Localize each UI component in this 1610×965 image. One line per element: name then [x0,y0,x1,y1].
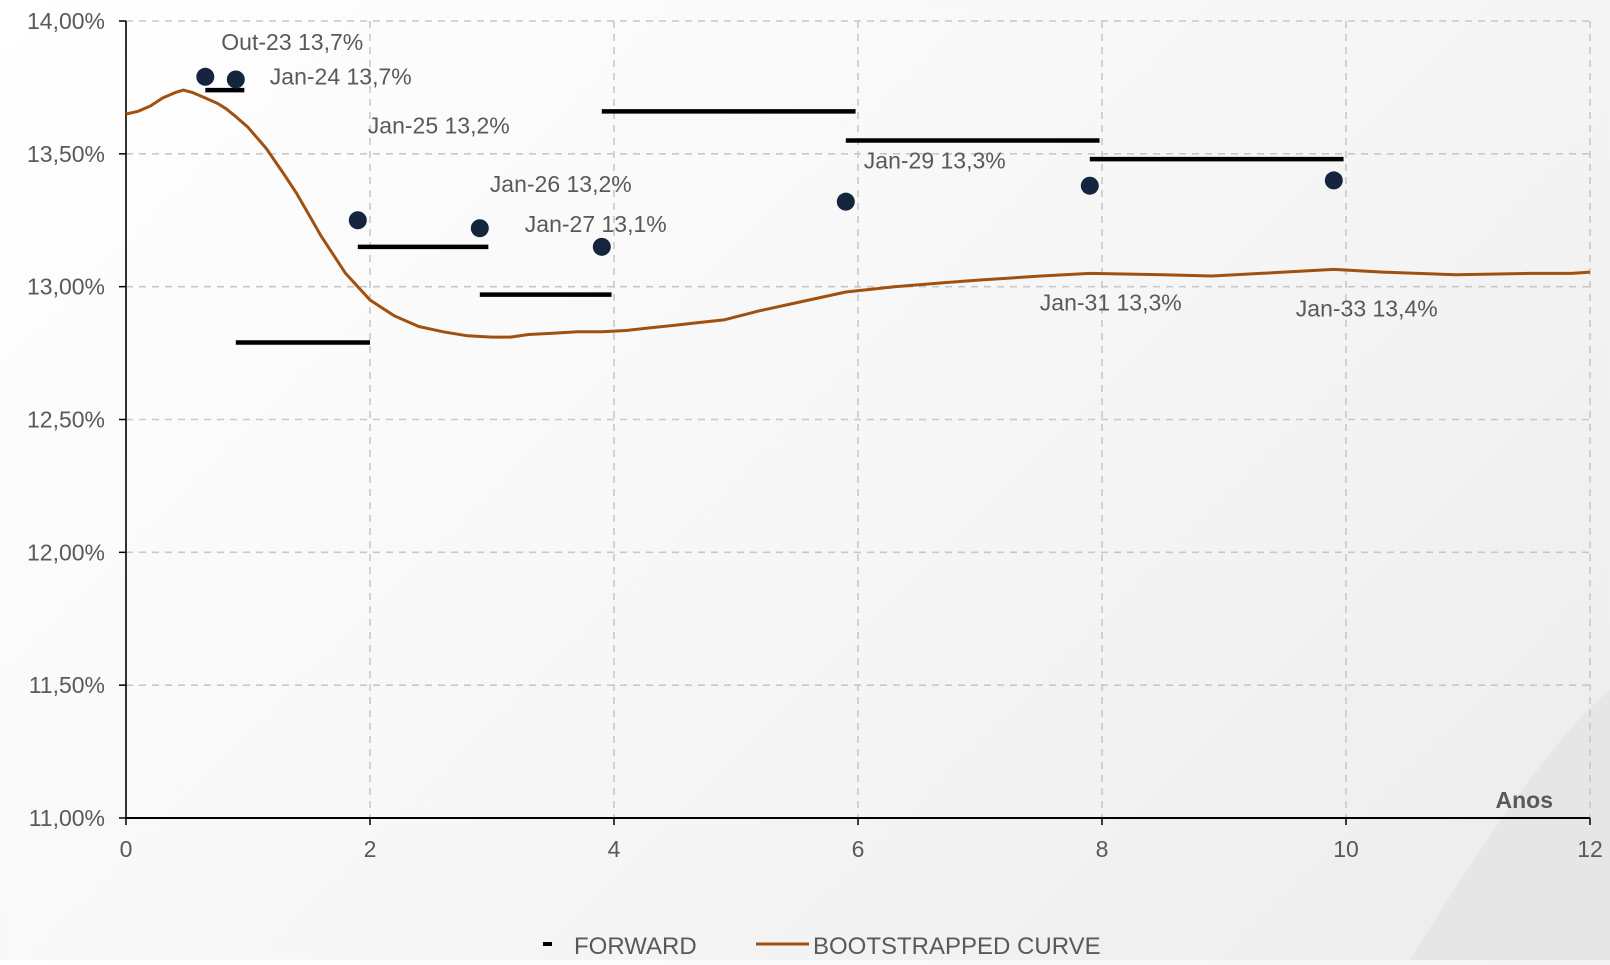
y-tick-label: 11,50% [29,672,105,698]
data-label: Out-23 13,7% [221,29,363,55]
y-tick-label: 12,00% [27,539,105,565]
data-point [226,70,245,89]
x-axis-label: Anos [1496,787,1554,813]
background-sheen [1410,690,1610,960]
data-point [470,219,489,238]
data-point [592,237,611,256]
y-tick-label: 14,00% [27,8,105,34]
x-tick-label: 8 [1096,836,1109,862]
x-tick-label: 0 [120,836,133,862]
x-tick-label: 4 [608,836,621,862]
y-tick-label: 12,50% [27,407,105,433]
y-tick-label: 11,00% [29,805,105,831]
data-label: Jan-31 13,3% [1040,290,1182,316]
data-label: Jan-26 13,2% [490,171,632,197]
forward-series [205,87,1344,345]
data-label: Jan-24 13,7% [270,63,412,89]
data-point [1324,171,1343,190]
data-point [348,211,367,230]
point-series [196,67,1343,256]
data-labels: Out-23 13,7% Jan-24 13,7% Jan-25 13,2% Jan-… [221,29,1437,322]
data-point [836,192,855,211]
data-label: Jan-27 13,1% [525,211,667,237]
x-tick-label: 10 [1333,836,1359,862]
x-tick-label: 6 [852,836,865,862]
data-label: Jan-25 13,2% [368,112,510,138]
axes: 11,00% 11,50% 12,00% 12,50% 13,00% 13,50% 14,0… [27,8,1603,862]
bootstrapped-curve-series [125,88,1591,339]
data-point [196,67,215,86]
legend-forward-label: FORWARD [574,933,697,960]
y-tick-label: 13,50% [27,141,105,167]
data-label: Jan-29 13,3% [864,148,1006,174]
legend: FORWARD BOOTSTRAPPED CURVE [543,933,1101,960]
data-point [1080,176,1099,195]
legend-forward-swatch [543,942,552,946]
x-tick-label: 2 [364,836,377,862]
bootstrapped-curve-line [125,88,1591,339]
grid [126,20,1591,818]
x-tick-label: 12 [1577,836,1603,862]
data-label: Jan-33 13,4% [1296,295,1438,321]
legend-curve-label: BOOTSTRAPPED CURVE [813,933,1101,960]
y-tick-label: 13,00% [27,274,105,300]
